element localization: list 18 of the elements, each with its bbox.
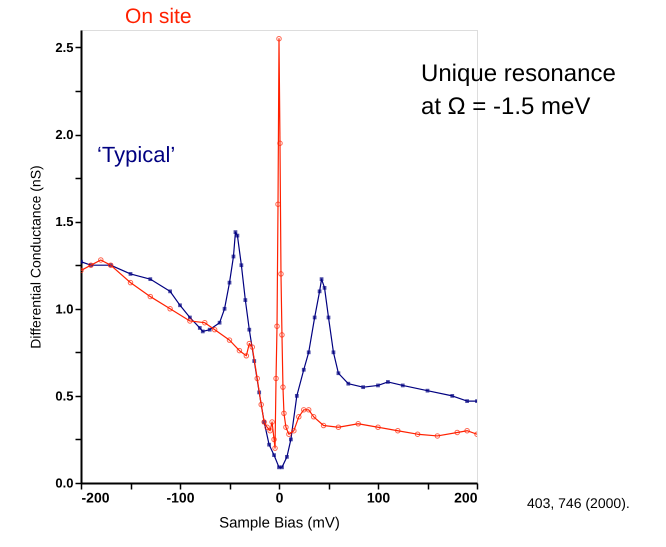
text: On site (125, 5, 192, 28)
x-tick-label: 200 (454, 490, 478, 506)
x-tick-label: -200 (82, 490, 110, 506)
x-tick-label: 0 (276, 490, 284, 506)
y-tick-label: 0.5 (55, 388, 74, 404)
x-tick-label: -100 (166, 490, 195, 506)
x-tick-label: 100 (366, 490, 390, 506)
y-axis-title: Differential Conductance (nS) (27, 165, 44, 349)
y-tick-label: 2.0 (55, 127, 74, 142)
y-tick-label: 1.0 (55, 301, 74, 316)
x-axis-title: Sample Bias (mV) (219, 514, 340, 532)
text: 403, 746 (2000). (527, 495, 630, 511)
annotation: at Ω = -1.5 meV (421, 93, 590, 120)
y-tick-label: 1.5 (55, 214, 74, 230)
y-tick-label: 2.5 (55, 40, 74, 55)
annotation: Unique resonance (421, 60, 616, 87)
text: ‘Typical’ (97, 142, 176, 167)
y-tick-label: 0.0 (55, 476, 74, 490)
